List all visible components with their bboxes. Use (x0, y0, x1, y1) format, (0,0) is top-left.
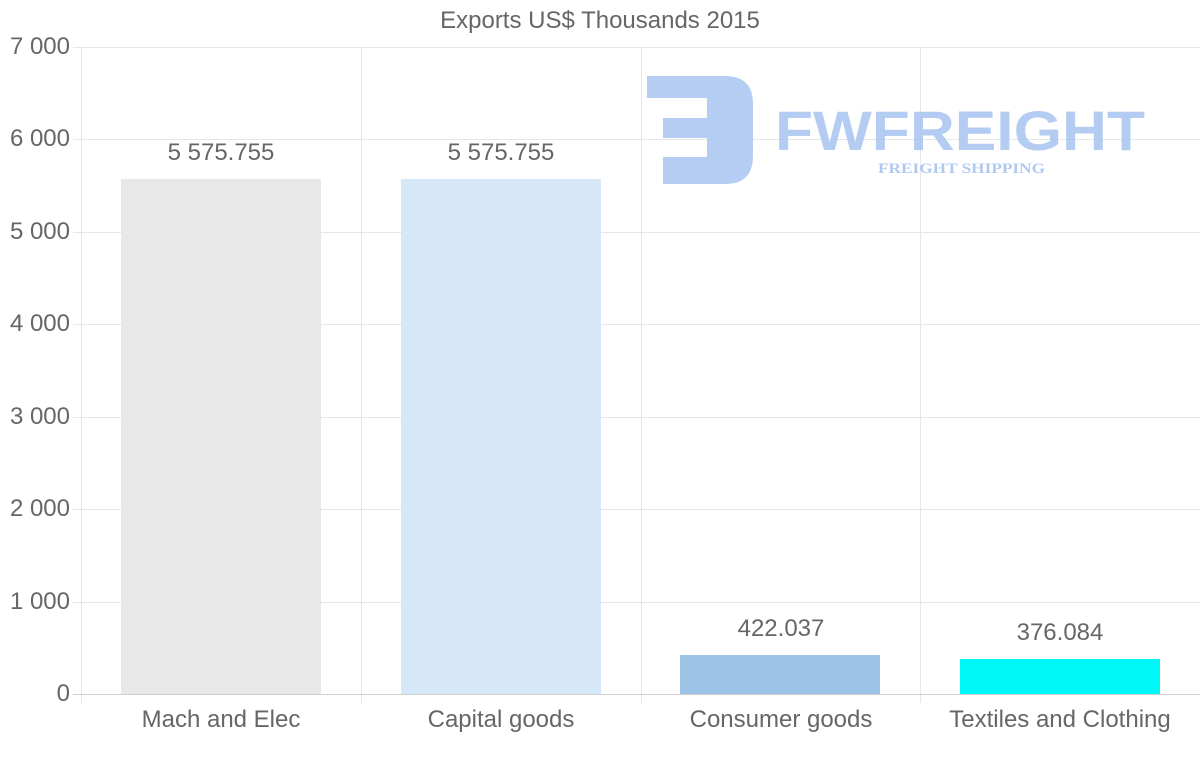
bar-consumer-goods[interactable] (680, 655, 880, 694)
x-tick-label: Mach and Elec (141, 706, 301, 733)
x-tick-label: Textiles and Clothing (949, 706, 1171, 733)
gridline-horizontal (73, 324, 1200, 325)
bar-value-label: 422.037 (737, 615, 825, 642)
gridline-horizontal (73, 509, 1200, 510)
y-tick-label: 2 000 (9, 495, 70, 522)
y-tick-label: 4 000 (9, 310, 70, 337)
gridline-vertical (920, 47, 921, 703)
bar-value-label: 5 575.755 (447, 139, 555, 166)
gridline-horizontal (73, 417, 1200, 418)
gridline-horizontal (73, 139, 1200, 140)
fwfreight-logo-watermark: FWFREIGHT FREIGHT SHIPPING (647, 76, 1145, 184)
bar-mach-and-elec[interactable] (121, 179, 321, 694)
y-tick-label: 1 000 (9, 588, 70, 615)
bar-value-label: 376.084 (1016, 619, 1104, 646)
watermark-tagline: FREIGHT SHIPPING (878, 161, 1045, 177)
gridline-vertical (641, 47, 642, 703)
gridline-vertical (361, 47, 362, 703)
gridline-horizontal (73, 602, 1200, 603)
gridline-horizontal (73, 232, 1200, 233)
y-tick-label: 5 000 (9, 218, 70, 245)
bar-capital-goods[interactable] (401, 179, 601, 694)
gridline-horizontal (73, 47, 1200, 48)
bar-textiles-and-clothing[interactable] (960, 659, 1160, 694)
y-tick-label: 7 000 (9, 33, 70, 60)
bar-value-label: 5 575.755 (167, 139, 275, 166)
x-axis-line (73, 694, 1200, 695)
y-tick-label: 0 (56, 680, 70, 707)
x-tick-label: Capital goods (427, 706, 575, 733)
y-tick-label: 3 000 (9, 403, 70, 430)
chart-title: Exports US$ Thousands 2015 (440, 7, 760, 34)
gridline-vertical (81, 47, 82, 703)
watermark-brand: FWFREIGHT (775, 99, 1145, 162)
y-tick-label: 6 000 (9, 125, 70, 152)
x-tick-label: Consumer goods (689, 706, 873, 733)
